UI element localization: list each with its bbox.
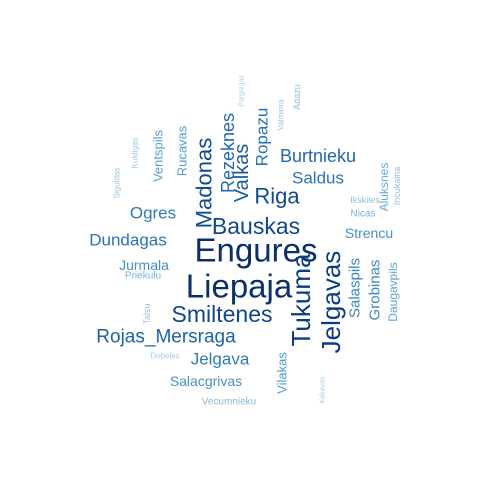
cloud-word: Kekavas (320, 376, 327, 403)
cloud-word: Bauskas (212, 213, 300, 239)
cloud-word: Siguldas (113, 168, 122, 199)
cloud-word: Vecumnieku (202, 397, 256, 408)
cloud-word: Riga (254, 184, 300, 209)
cloud-word: Rucavas (175, 125, 190, 176)
cloud-word: Priekulu (125, 271, 161, 282)
cloud-word: Strencu (345, 225, 393, 241)
cloud-word: Vilakas (275, 352, 290, 394)
cloud-word: Jelgava (191, 350, 250, 369)
cloud-word: Burtnieku (280, 146, 356, 166)
cloud-word: Aluksnes (377, 163, 391, 212)
cloud-word: Daugavpils (386, 262, 400, 321)
cloud-word: Rojas_Mersraga (96, 327, 236, 348)
cloud-word: Dobeles (150, 352, 179, 361)
cloud-word: Rezeknes (218, 113, 238, 193)
cloud-word: Nicas (350, 209, 375, 220)
cloud-word: Jurmala (119, 257, 169, 273)
cloud-word: Tukuma (286, 253, 316, 346)
cloud-word: Ikskiles (350, 195, 380, 205)
cloud-word: Ogres (130, 204, 176, 223)
cloud-word: Jelgavas (316, 251, 346, 354)
cloud-word: Incukalna (392, 167, 402, 206)
cloud-word: Ropazu (253, 108, 272, 167)
cloud-word: Valkas (231, 144, 253, 203)
cloud-word: Smiltenes (172, 301, 273, 327)
cloud-word: Engures (195, 232, 318, 269)
cloud-word: Saldus (292, 169, 344, 188)
cloud-word: Ventspils (151, 129, 166, 182)
cloud-word: Salacgrivas (170, 373, 242, 389)
cloud-word: Dundagas (89, 231, 167, 250)
cloud-word: Grobinas (367, 260, 384, 321)
cloud-word: Adazu (292, 84, 302, 110)
cloud-word: Pargaujas (239, 75, 246, 107)
cloud-word: Kuldigas (131, 138, 140, 169)
cloud-word: Salaspils (347, 258, 364, 318)
cloud-word: Valmiera (277, 99, 286, 131)
cloud-word: Talsu (142, 303, 152, 324)
cloud-word: Liepaja (186, 268, 293, 305)
cloud-word: Madonas (192, 138, 217, 229)
